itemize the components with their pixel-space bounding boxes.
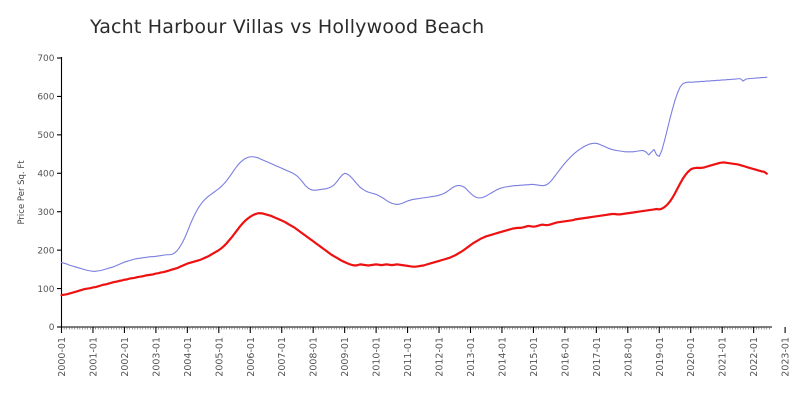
- x-tick-label: 2000-01: [57, 337, 68, 377]
- x-tick-label: 2019-01: [655, 337, 666, 377]
- axis-titles: Price Per Sq. Ft: [17, 160, 27, 225]
- y-tick-label: 500: [37, 131, 54, 141]
- x-tick-label: 2021-01: [718, 337, 729, 377]
- x-tick-label: 2018-01: [623, 337, 634, 377]
- y-tick-label: 300: [37, 208, 54, 218]
- y-axis: 0 100 200 300 400 500 600 700: [37, 54, 63, 333]
- x-tick-label: 2004-01: [183, 337, 194, 377]
- x-tick-label: 2010-01: [372, 337, 383, 377]
- x-tick-label: 2015-01: [529, 337, 540, 377]
- x-tick-label: 2008-01: [309, 337, 320, 377]
- x-tick-label: 2001-01: [88, 337, 99, 377]
- x-tick-label: 2023-01: [781, 337, 792, 377]
- x-tick-label: 2002-01: [120, 337, 131, 377]
- data-series-group: [60, 76, 768, 297]
- x-tick-label: 2009-01: [340, 337, 351, 377]
- y-tick-label: 100: [37, 285, 54, 295]
- x-tick-label: 2013-01: [466, 337, 477, 377]
- x-tick-label: 2022-01: [749, 337, 760, 377]
- y-tick-label: 0: [49, 323, 55, 333]
- x-tick-label: 2005-01: [214, 337, 225, 377]
- x-tick-label: 2012-01: [435, 337, 446, 377]
- x-tick-label: 2017-01: [592, 337, 603, 377]
- chart-title: Yacht Harbour Villas vs Hollywood Beach: [90, 16, 485, 38]
- y-tick-label: 600: [37, 93, 54, 103]
- series-line-2: [60, 161, 768, 297]
- x-axis: 2000-01 2001-01 2002-01 2003-01 2004-01 2005-…: [57, 326, 792, 377]
- y-tick-label: 700: [37, 54, 54, 64]
- x-tick-label: 2007-01: [277, 337, 288, 377]
- y-axis-title: Price Per Sq. Ft: [17, 160, 27, 225]
- x-tick-label: 2011-01: [403, 337, 414, 377]
- y-tick-label: 400: [37, 169, 54, 179]
- x-tick-label: 2020-01: [686, 337, 697, 377]
- x-tick-label: 2016-01: [560, 337, 571, 377]
- y-tick-label: 200: [37, 246, 54, 256]
- x-tick-label: 2014-01: [497, 337, 508, 377]
- x-tick-label: 2003-01: [151, 337, 162, 377]
- x-tick-label: 2006-01: [246, 337, 257, 377]
- series-line-1: [60, 76, 768, 272]
